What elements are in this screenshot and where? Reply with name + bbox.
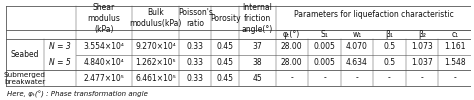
- Text: -: -: [454, 74, 456, 83]
- Text: -: -: [388, 74, 391, 83]
- Text: 1.161: 1.161: [444, 42, 465, 52]
- Text: c₁: c₁: [451, 30, 458, 39]
- Text: -: -: [290, 74, 293, 83]
- Text: 4.070: 4.070: [346, 42, 368, 52]
- Text: -: -: [323, 74, 326, 83]
- Text: Porosity: Porosity: [210, 14, 241, 23]
- Text: 0.45: 0.45: [217, 74, 234, 83]
- Text: 1.548: 1.548: [444, 58, 465, 67]
- Text: 0.33: 0.33: [187, 74, 204, 83]
- Text: N = 5: N = 5: [49, 58, 71, 67]
- Text: Poisson's
ratio: Poisson's ratio: [178, 8, 213, 28]
- Text: 2.477×10⁵: 2.477×10⁵: [83, 74, 124, 83]
- Text: 37: 37: [253, 42, 263, 52]
- Text: Bulk
modulus(kPa): Bulk modulus(kPa): [129, 8, 182, 28]
- Text: Shear
modulus
(kPa): Shear modulus (kPa): [87, 3, 120, 34]
- Text: 0.33: 0.33: [187, 42, 204, 52]
- Text: 4.634: 4.634: [346, 58, 368, 67]
- Text: 4.840×10⁴: 4.840×10⁴: [83, 58, 124, 67]
- Text: 28.00: 28.00: [281, 42, 302, 52]
- Text: Submerged
breakwater: Submerged breakwater: [4, 72, 46, 85]
- Text: 0.005: 0.005: [314, 42, 336, 52]
- Text: 6.461×10⁵: 6.461×10⁵: [135, 74, 176, 83]
- Text: 0.45: 0.45: [217, 42, 234, 52]
- Text: S₁: S₁: [321, 30, 328, 39]
- Text: 9.270×10⁴: 9.270×10⁴: [135, 42, 176, 52]
- Text: 1.073: 1.073: [411, 42, 433, 52]
- Text: 38: 38: [253, 58, 262, 67]
- Text: 0.45: 0.45: [217, 58, 234, 67]
- Text: Parameters for liquefaction characteristic: Parameters for liquefaction characterist…: [294, 10, 454, 19]
- Text: 45: 45: [253, 74, 263, 83]
- Text: 0.5: 0.5: [383, 42, 395, 52]
- Text: 28.00: 28.00: [281, 58, 302, 67]
- Text: β₁: β₁: [385, 30, 393, 39]
- Text: Seabed: Seabed: [11, 50, 39, 59]
- Text: 1.262×10⁵: 1.262×10⁵: [135, 58, 176, 67]
- Text: -: -: [421, 74, 424, 83]
- Text: 0.005: 0.005: [314, 58, 336, 67]
- Text: -: -: [356, 74, 358, 83]
- Text: Internal
friction
angle(°): Internal friction angle(°): [242, 3, 273, 34]
- Text: 0.5: 0.5: [383, 58, 395, 67]
- Text: 3.554×10⁴: 3.554×10⁴: [83, 42, 124, 52]
- Text: 0.33: 0.33: [187, 58, 204, 67]
- Text: β₂: β₂: [418, 30, 426, 39]
- Text: 1.037: 1.037: [411, 58, 433, 67]
- Text: Here, φₜ(°) : Phase transformation angle: Here, φₜ(°) : Phase transformation angle: [7, 90, 148, 98]
- Text: N = 3: N = 3: [49, 42, 71, 52]
- Text: φₜ(°): φₜ(°): [283, 30, 301, 39]
- Text: w₁: w₁: [352, 30, 362, 39]
